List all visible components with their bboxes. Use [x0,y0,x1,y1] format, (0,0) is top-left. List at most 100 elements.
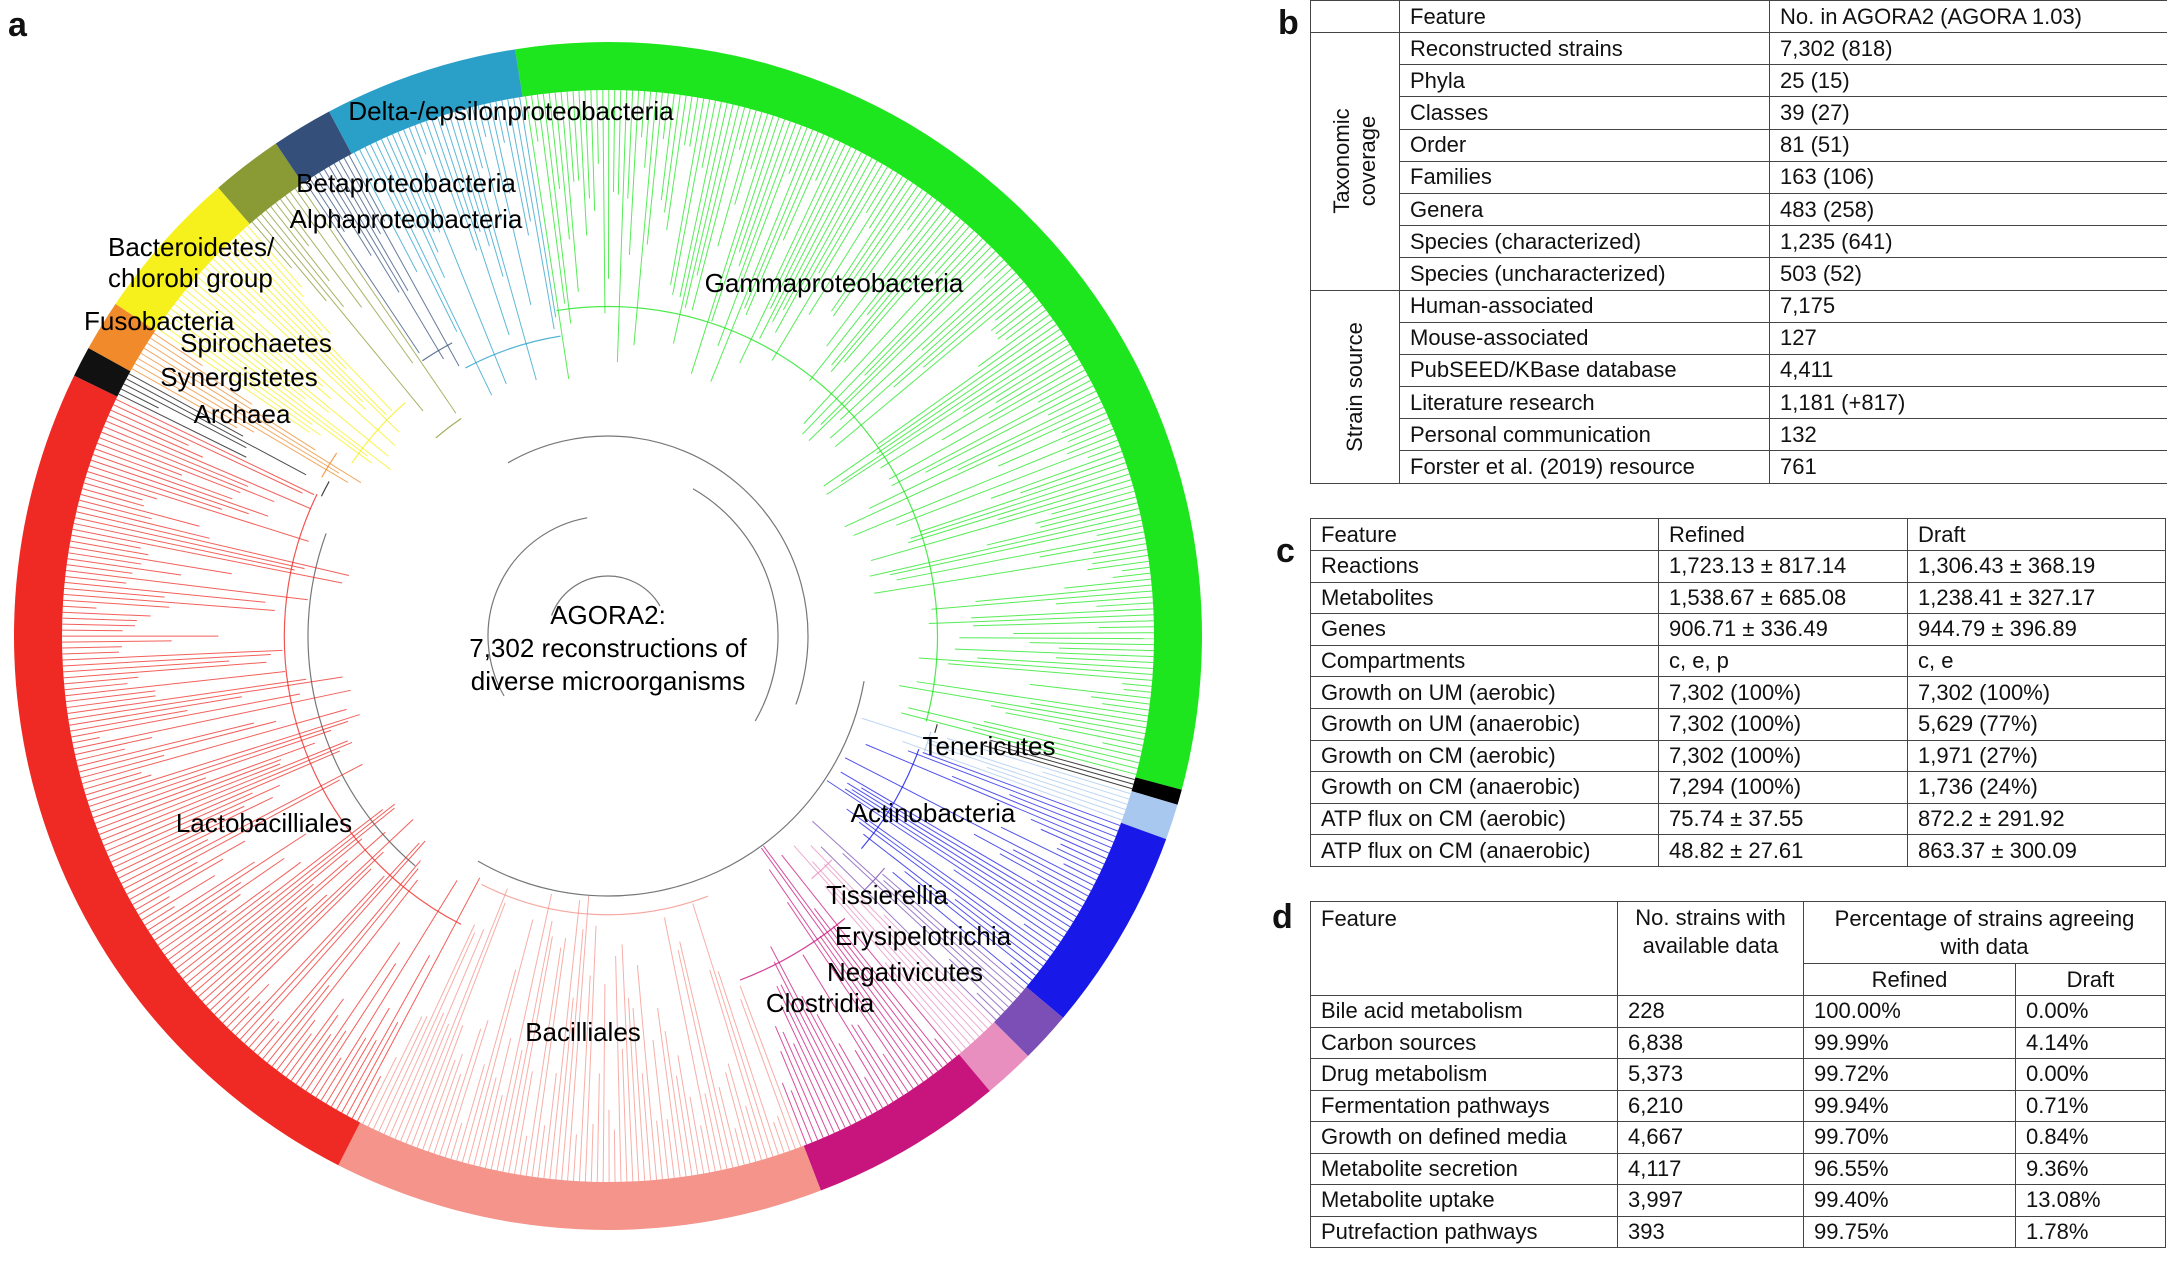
tree-branch [321,452,338,478]
tree-branch [1009,794,1116,838]
tree-branch [65,570,308,601]
tree-branch [745,134,825,316]
tree-branch [186,838,363,984]
table-cell: 4.14% [2015,1026,2166,1059]
tree-branch [853,428,1114,536]
clade-ring [1026,822,1167,1018]
tree-branch [918,657,1153,675]
tree-branch [1096,525,1143,536]
tree-branch [632,1007,646,1181]
tree-branch [164,910,227,956]
tree-branch [572,91,580,181]
tree-branch [995,290,1032,321]
tree-branch [477,681,865,897]
tree-branch [1030,818,1110,854]
tree-branch [998,417,1109,467]
tree-branch [394,929,485,1139]
tree-branch [73,689,351,750]
tree-branch [251,221,292,269]
tree-branch [126,779,340,895]
table-cell: 863.37 ± 300.09 [1907,834,2166,867]
table-cell: 944.79 ± 396.89 [1907,613,2166,646]
tree-branch [370,144,493,396]
tree-branch [584,90,590,199]
clade-label: Negativicutes [827,957,983,987]
tree-branch [1012,849,1092,892]
table-row: Growth on UM (aerobic) 7,302 (100%) 7,302 … [1310,676,2166,709]
tree-branch [892,871,1029,986]
table-cell: Metabolites [1310,581,1659,615]
tree-branch [854,1049,889,1106]
panel-label: b [1278,4,1299,42]
tree-branch [844,182,913,284]
tree-branch [69,546,232,575]
tree-branch [717,125,802,347]
tree-branch [1098,626,1154,629]
tree-branch [556,305,939,722]
tree-branch [253,1021,280,1052]
tree-branch [662,93,669,140]
tree-branch [64,581,266,603]
tree-branch [543,1073,557,1179]
tree-branch [578,90,588,236]
tree-branch [997,479,1132,521]
tree-branch [63,660,230,673]
clade-ring [74,348,131,397]
table-cell: 7,302 (100%) [1658,739,1908,773]
tree-branch [684,104,734,308]
clade-label: Tissierellia [826,880,948,910]
table-row: Compartments c, e, p c, e [1310,644,2166,678]
tree-branch [636,964,658,1180]
tree-branch [62,651,120,655]
tree-branch [73,522,295,571]
tree-branch [560,91,579,292]
tree-branch [247,225,303,288]
clade-label: Synergistetes [160,362,318,392]
tree-branch [977,657,1154,669]
tree-branch [79,720,277,773]
clade-ring [13,375,361,1166]
tree-branch [314,175,344,220]
tree-branch [916,681,1149,717]
tree-branch [853,931,958,1057]
tree-branch [860,814,1054,953]
tree-branch [163,318,313,425]
table-row: Fermentation pathways 6,210 99.94% 0.71% [1310,1089,2166,1122]
tree-branch [762,845,934,1076]
table-cell: 5,373 [1617,1058,1804,1091]
tree-branch [864,1076,883,1109]
tree-branch [551,575,661,616]
clade-label: Erysipelotrichia [835,921,1012,951]
tree-branch [953,869,1061,943]
table-row: Feature No. strains with available data Pe… [1310,901,2166,996]
tree-branch [857,1024,904,1096]
tree-branch [160,322,322,436]
clade-label: Tenericutes [923,731,1056,761]
tree-branch [115,398,315,496]
tree-branch [934,230,975,274]
tree-branch [832,926,943,1068]
tree-branch [988,364,1083,419]
tree-branch [744,131,819,309]
tree-branch [621,1048,628,1182]
tree-branch [865,169,893,214]
tree-branch [902,740,1123,821]
tree-branch [1093,543,1147,554]
tree-branch [108,415,204,458]
tree-branch [359,149,378,185]
tree-branch [147,861,255,931]
tree-branch [87,714,360,802]
table-cell: 1,235 (641) [1769,225,2167,259]
tree-branch [68,552,142,565]
tree-branch [65,671,286,697]
tree-branch [161,894,241,951]
tree-branch [1040,502,1138,528]
table-cell: 4,411 [1769,353,2167,388]
table-cell: 1,538.67 ± 685.08 [1658,581,1908,615]
tree-branch [628,90,640,255]
table-cell: 99.99% [1803,1026,2016,1059]
tree-branch [92,453,269,517]
tree-branch [63,593,275,611]
tree-branch [1029,683,1151,699]
tree-branch [908,707,1140,764]
